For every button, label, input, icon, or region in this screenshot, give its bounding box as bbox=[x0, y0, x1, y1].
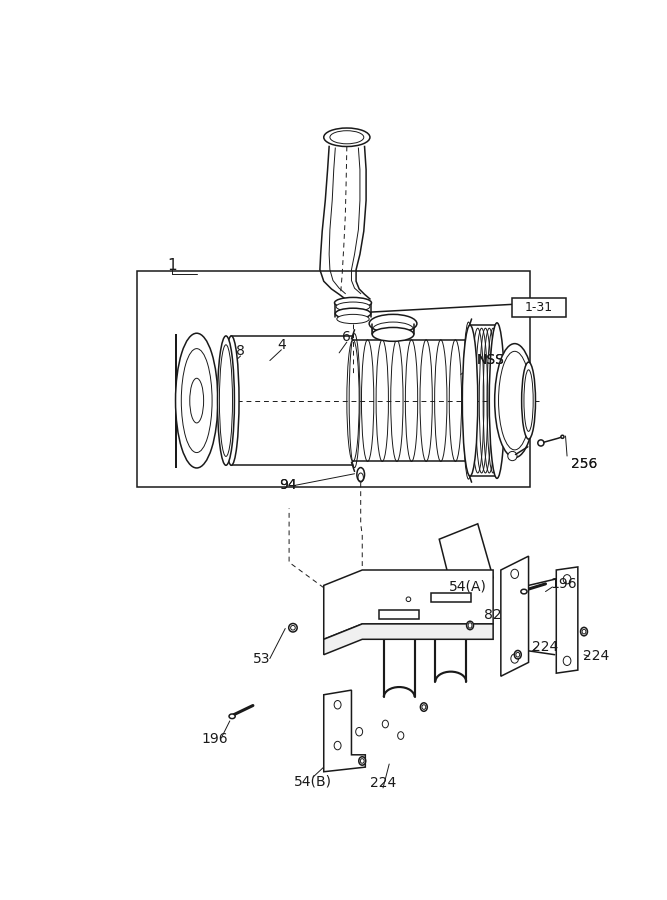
Ellipse shape bbox=[462, 325, 478, 476]
Text: 1-31: 1-31 bbox=[524, 301, 553, 314]
Ellipse shape bbox=[508, 452, 517, 461]
Text: 8: 8 bbox=[236, 345, 245, 358]
Ellipse shape bbox=[336, 308, 371, 319]
Text: NSS: NSS bbox=[477, 353, 505, 367]
Polygon shape bbox=[323, 690, 366, 771]
Ellipse shape bbox=[323, 128, 370, 147]
Text: 54(B): 54(B) bbox=[294, 775, 332, 788]
Ellipse shape bbox=[514, 651, 521, 659]
Polygon shape bbox=[556, 567, 578, 673]
Ellipse shape bbox=[580, 627, 588, 635]
Polygon shape bbox=[379, 610, 420, 619]
Ellipse shape bbox=[467, 621, 474, 630]
Text: 256: 256 bbox=[571, 456, 597, 471]
Ellipse shape bbox=[522, 362, 536, 439]
Bar bbox=[137, 271, 530, 487]
Ellipse shape bbox=[538, 440, 544, 446]
Ellipse shape bbox=[382, 720, 388, 728]
Ellipse shape bbox=[336, 302, 370, 311]
Ellipse shape bbox=[521, 590, 527, 594]
Ellipse shape bbox=[398, 732, 404, 740]
Text: 196: 196 bbox=[551, 577, 578, 591]
FancyBboxPatch shape bbox=[512, 298, 566, 317]
Ellipse shape bbox=[561, 436, 564, 438]
Ellipse shape bbox=[289, 624, 297, 632]
Text: NSS: NSS bbox=[477, 353, 505, 367]
Text: 224: 224 bbox=[583, 649, 610, 663]
Ellipse shape bbox=[369, 314, 417, 333]
Ellipse shape bbox=[372, 328, 414, 341]
Polygon shape bbox=[323, 624, 493, 654]
Text: 4: 4 bbox=[277, 338, 285, 352]
Text: 224: 224 bbox=[370, 777, 396, 790]
Text: 256: 256 bbox=[571, 456, 597, 471]
Text: 54(A): 54(A) bbox=[449, 580, 487, 594]
Ellipse shape bbox=[217, 336, 234, 465]
Text: 53: 53 bbox=[253, 652, 271, 666]
Ellipse shape bbox=[175, 333, 218, 468]
Text: 224: 224 bbox=[532, 640, 559, 654]
Ellipse shape bbox=[359, 757, 366, 765]
Ellipse shape bbox=[335, 297, 372, 308]
Polygon shape bbox=[501, 556, 528, 676]
Ellipse shape bbox=[357, 468, 365, 482]
Text: 1: 1 bbox=[167, 258, 177, 274]
Polygon shape bbox=[431, 593, 471, 602]
Polygon shape bbox=[440, 524, 493, 595]
Ellipse shape bbox=[337, 314, 369, 324]
Polygon shape bbox=[323, 570, 493, 639]
Ellipse shape bbox=[495, 344, 535, 457]
Text: 6: 6 bbox=[342, 330, 352, 345]
Text: 94: 94 bbox=[279, 478, 296, 492]
Ellipse shape bbox=[330, 130, 364, 144]
Ellipse shape bbox=[490, 323, 505, 479]
Text: 94: 94 bbox=[279, 478, 296, 492]
Ellipse shape bbox=[229, 714, 235, 718]
Text: 82: 82 bbox=[484, 608, 502, 622]
Text: 196: 196 bbox=[201, 733, 227, 746]
Ellipse shape bbox=[223, 336, 239, 465]
Ellipse shape bbox=[420, 703, 428, 711]
